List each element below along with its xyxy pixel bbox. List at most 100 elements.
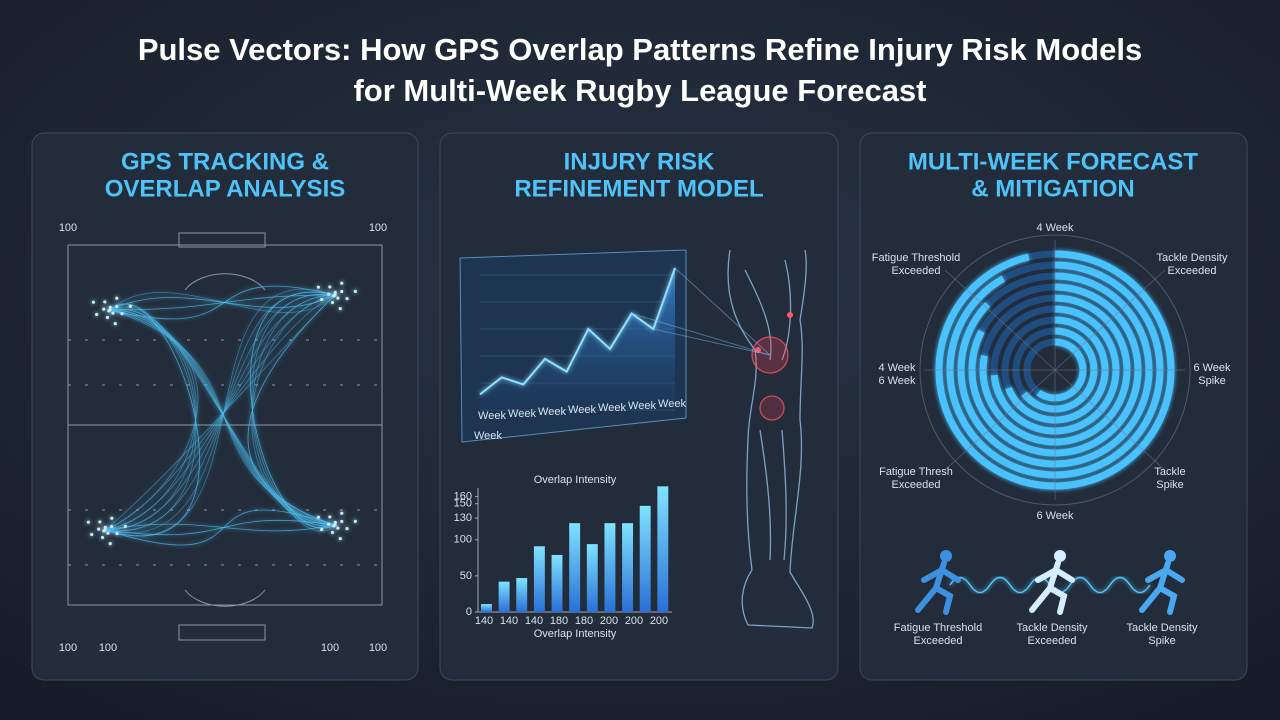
radial-label: Spike (1198, 375, 1226, 387)
gps-point (336, 296, 340, 300)
radial-label: 6 Week (1193, 362, 1231, 374)
gps-point (340, 511, 344, 515)
flow-line (104, 294, 336, 531)
radial-label: Exceeded (892, 265, 941, 277)
gps-point (115, 296, 119, 300)
gps-point (103, 300, 107, 304)
gps-point (103, 525, 107, 530)
gps-point (113, 322, 117, 326)
gps-point (110, 516, 114, 520)
panel-title: MULTI-WEEK FORECAST (908, 148, 1199, 175)
gps-point (336, 526, 340, 530)
gps-point (340, 289, 344, 294)
x-tick-label: Week (478, 410, 506, 422)
gps-point (128, 304, 132, 308)
gps-point (105, 315, 110, 320)
bar (498, 581, 510, 612)
x-tick-label: 140 (475, 615, 493, 627)
bar (622, 523, 634, 612)
gps-point (328, 285, 332, 289)
athlete-body (915, 560, 961, 615)
x-tick-label: 200 (650, 615, 668, 627)
field-label: 100 (59, 642, 77, 654)
athlete-caption: Spike (1148, 635, 1176, 647)
athlete-caption: Fatigue Threshold (894, 622, 982, 634)
field-label: 100 (59, 222, 77, 234)
gps-point (345, 296, 349, 301)
gps-point (123, 524, 127, 528)
gps-point (90, 532, 94, 537)
field-label: 100 (321, 642, 339, 654)
x-tick-label: 200 (625, 615, 643, 627)
chart-link (674, 267, 771, 356)
bar (657, 486, 669, 612)
gps-point (115, 304, 119, 309)
ring-arc (957, 272, 1153, 468)
gps-point (332, 294, 336, 298)
ring-arc (1005, 316, 1109, 424)
gps-point (340, 281, 344, 285)
gps-point (106, 531, 110, 535)
x-tick-label: Week (658, 398, 686, 410)
gps-point (100, 535, 105, 540)
corner-label: Week (474, 430, 502, 442)
panel-title: INJURY RISK (564, 148, 715, 175)
y-tick-label: 0 (466, 606, 472, 618)
x-tick-label: 180 (575, 615, 593, 627)
athlete-body (1139, 560, 1185, 615)
line (479, 267, 676, 396)
flow-line (109, 308, 336, 527)
x-tick-label: 200 (600, 615, 618, 627)
x-tick-label: 140 (500, 615, 518, 627)
gps-point (320, 527, 324, 532)
radial-rings (919, 234, 1191, 506)
gps-point (328, 515, 332, 519)
bar (551, 554, 563, 612)
gps-point (120, 311, 124, 316)
title: for Multi-Week Rugby League Forecast (353, 73, 926, 108)
radial-label: Exceeded (1168, 265, 1217, 277)
bar (569, 523, 581, 612)
gps-point (345, 526, 349, 531)
bar (481, 604, 492, 612)
y-tick-label: 160 (454, 490, 472, 502)
gps-point (86, 520, 90, 524)
field-label: 100 (369, 642, 387, 654)
panel-title: OVERLAP ANALYSIS (105, 175, 346, 202)
ring-arc (1036, 338, 1087, 402)
gps-point (108, 305, 112, 310)
gps-point (316, 515, 320, 519)
gps-point (338, 307, 342, 311)
gps-flows (86, 281, 357, 546)
athlete-caption: Tackle Density (1127, 622, 1198, 634)
x-tick-label: Week (508, 408, 536, 420)
field (67, 232, 383, 641)
radial-label: 4 Week (878, 362, 916, 374)
radial-label: Fatigue Threshold (872, 252, 960, 264)
chart-title: Overlap Intensity (534, 474, 617, 486)
gps-point (333, 520, 337, 525)
ring-arc (946, 261, 1164, 479)
ring-arc (968, 283, 1142, 457)
y-tick-label: 130 (454, 512, 472, 524)
y-tick-label: 50 (460, 570, 472, 582)
x-tick-label: Week (628, 400, 656, 412)
y-tick-label: 100 (454, 534, 472, 546)
ring-spoke (944, 269, 1166, 471)
bar (586, 544, 598, 612)
ring-outline (919, 234, 1191, 506)
gps-point (107, 309, 111, 313)
gps-point (340, 519, 344, 524)
bar (516, 578, 528, 612)
title: Pulse Vectors: How GPS Overlap Patterns … (138, 32, 1142, 67)
radial-label: Spike (1156, 479, 1184, 491)
area (480, 268, 675, 410)
radial-label: Tackle Density (1157, 252, 1228, 264)
flow-line (104, 509, 336, 546)
gps-point (333, 290, 337, 295)
chart-link (653, 328, 771, 356)
bar (604, 523, 616, 612)
gps-point (327, 522, 331, 526)
chart-link (631, 312, 771, 356)
